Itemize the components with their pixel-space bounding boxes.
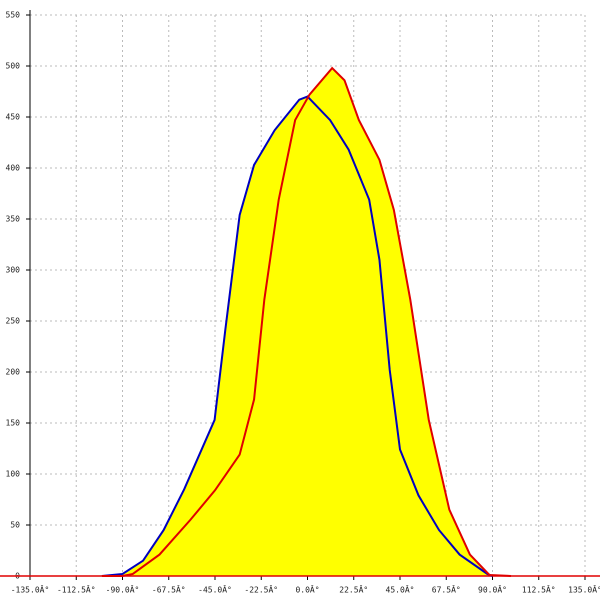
y-tick-label: 350: [6, 215, 21, 224]
x-tick-label: 45.0Â°: [386, 584, 415, 595]
x-tick-label: -112.5Â°: [57, 584, 96, 595]
y-tick-label: 300: [6, 266, 21, 275]
x-tick-label: 67.5Â°: [432, 584, 461, 595]
y-tick-label: 200: [6, 368, 21, 377]
x-tick-label: -90.0Â°: [106, 584, 140, 595]
y-tick-label: 250: [6, 317, 21, 326]
x-tick-label: 135.0Â°: [568, 584, 600, 595]
x-tick-label: 112.5Â°: [522, 584, 556, 595]
x-tick-label: 90.0Â°: [478, 584, 507, 595]
x-tick-label: -67.5Â°: [152, 584, 186, 595]
x-tick-label: -135.0Â°: [11, 584, 50, 595]
y-tick-label: 400: [6, 164, 21, 173]
y-tick-label: 450: [6, 113, 21, 122]
y-tick-label: 500: [6, 62, 21, 71]
x-tick-label: 22.5Â°: [339, 584, 368, 595]
area: [101, 68, 511, 576]
x-tick-label: -22.5Â°: [244, 584, 278, 595]
y-tick-label: 150: [6, 419, 21, 428]
y-tick-label: 50: [10, 521, 20, 530]
line: [101, 66, 512, 577]
y-tick-label: 550: [6, 11, 21, 20]
y-tick-label: 100: [6, 470, 21, 479]
x-tick-label: 0.0Â°: [295, 584, 319, 595]
x-tick-label: -45.0Â°: [198, 584, 232, 595]
